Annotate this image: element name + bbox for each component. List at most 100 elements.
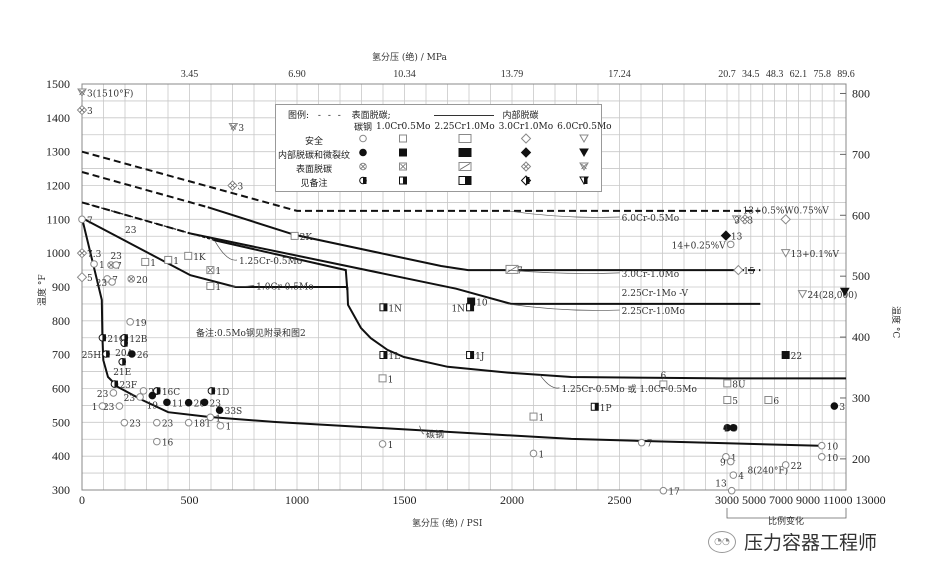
y-tick-label-left: 1200 [46,179,70,193]
data-point-label: 26 [137,351,149,361]
legend-marker-rect-icon [458,162,472,171]
data-point [729,423,738,432]
y-tick-label-right: 800 [852,86,870,100]
data-point-label: 13 [731,233,743,243]
marker-shape [184,251,193,260]
curve-label: 1.0Cr-0.5Mo [256,282,314,292]
legend-marker-cell [374,133,432,147]
data-point-label: 1 [150,259,156,269]
data-point [118,357,127,366]
data-point [590,402,599,411]
y-tick-label-left: 800 [52,314,70,328]
data-point-label: 23 [124,394,136,404]
marker-shape [120,418,129,427]
data-point-label: 5 [87,274,93,284]
top-tick-label: 20.7 [718,69,736,80]
top-tick-label: 13.79 [501,69,524,80]
data-points: 3(1510°F)3332K1K11117237.351723723201921… [76,88,857,498]
marker-shape [458,134,472,143]
marker-shape [78,215,86,224]
data-point-label: 1 [92,403,98,413]
data-point [108,278,116,286]
marker-shape [579,134,590,144]
data-point [76,247,88,259]
marker-shape [723,379,732,388]
legend-column-header: 6.0Cr0.5Mo [557,121,612,132]
data-point [731,215,742,224]
legend-marker-cell [432,133,496,147]
x-tick-label: 7000 [769,493,793,507]
marker-shape [733,264,744,276]
marker-cross [523,163,529,170]
data-point [206,281,215,290]
data-point-label: 33S [225,407,243,417]
data-point-label: 3 [238,124,244,134]
data-point [379,303,388,312]
data-point-label: 6 [660,371,666,381]
annotations: 6.0Cr-0.5Mo 3.0Cr-1.0Mo 2.25Cr-1Mo -V 2.25C… [214,210,697,441]
top-tick-label: 75.8 [814,69,832,80]
data-point-label: 1 [173,257,179,267]
data-point-label: 3 [238,183,244,193]
data-point-label: 1 [388,441,394,451]
top-tick-label: 10.34 [393,69,416,80]
data-point-label: 1D [216,388,229,398]
legend-marker-cell [497,161,555,175]
marker-shape [139,387,148,395]
marker-shape [781,351,790,360]
y-tick-label-right: 600 [852,208,870,222]
legend-row: 内部脱碳和微裂纹 [276,147,614,161]
data-point-label: 1 [215,267,221,277]
y-tick-label-left: 900 [52,280,70,294]
marker-shape [399,134,408,143]
marker-shape [108,278,116,286]
marker-shape [529,449,538,458]
marker-shape [637,438,646,447]
legend-column-header: 3.0Cr1.0Mo [498,121,554,132]
marker-shape [290,231,299,240]
legend-marker-cell [432,147,496,161]
data-point-label: 2K [300,233,313,243]
curve-label: 碳钢 [426,429,444,441]
legend-marker-cell [555,175,613,189]
marker-shape [579,148,590,158]
data-point-label: 13+0.5%W0.75%V [743,206,830,216]
data-point-label: 20 [194,400,206,410]
x-tick-label: 3000 [715,493,739,507]
marker-cross [79,107,85,113]
data-point [200,398,209,407]
data-point-label: 23 [96,279,108,289]
marker-shape [153,418,161,427]
marker-shape [115,402,124,410]
marker-half-fill [470,351,474,359]
legend-marker-cell [497,133,555,147]
marker-cross [400,163,407,170]
data-point [466,351,475,360]
marker-shape [215,406,224,414]
x-tick-label: 13000 [856,493,886,507]
data-point-label: 9 [720,459,726,469]
data-point [184,418,193,427]
curve-3-0cr-1-0mo [207,206,737,272]
legend-marker-rect-icon [458,148,472,157]
marker-cross [108,262,114,268]
marker-cross [229,182,236,189]
data-point [98,402,107,410]
data-point-label: 21E [113,368,131,378]
data-point-label: 23 [129,420,141,430]
data-point [529,449,538,458]
curve-label-arrow [419,425,425,435]
marker-shape [359,148,367,157]
legend-column-header: 碳钢 [354,123,373,133]
x-tick-label: 9000 [796,493,820,507]
legend-marker-cell [555,161,613,175]
legend-header: 图例: - - - 表面脱碳; 内部脱碳 [288,111,539,121]
top-tick-label: 48.3 [766,69,784,80]
curve-3-0cr-1-0mo [81,171,209,209]
data-point [153,418,161,427]
y-tick-label-left: 1400 [46,111,70,125]
marker-cross [360,163,366,170]
data-point [764,396,773,405]
data-point-label: 23 [103,403,115,413]
